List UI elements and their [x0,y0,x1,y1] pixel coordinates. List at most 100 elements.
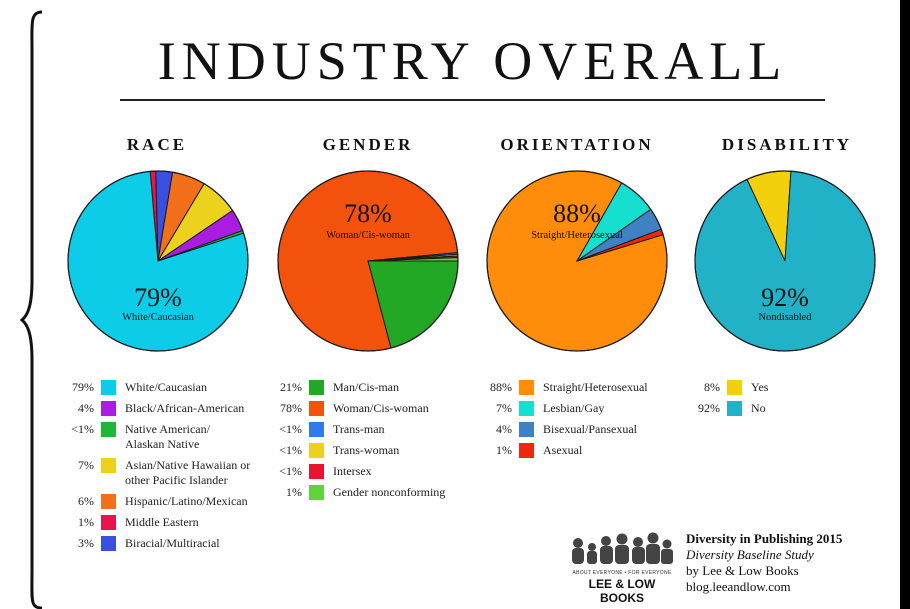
disability-pie-chart: 92%Nondisabled [694,170,876,352]
disability-legend-item: 92% No [686,401,768,416]
disability-legend: 8% Yes 92% No [686,380,768,422]
legend-label: Black/African-American [125,401,245,415]
legend-percent: 92% [698,401,720,415]
legend-swatch [519,380,534,395]
gender-legend-item: 78% Woman/Cis-woman [268,401,445,416]
credit-block: Diversity in Publishing 2015 Diversity B… [686,531,842,595]
legend-label: Biracial/Multiracial [125,536,220,550]
legend-swatch [309,380,324,395]
race-legend-item: 4% Black/African-American [60,401,250,416]
legend-label: White/Caucasian [125,380,207,394]
orientation-pie-outline [486,170,668,352]
race-legend-item: 79% White/Caucasian [60,380,250,395]
gender-pie-outline [277,170,459,352]
race-center-label: White/Caucasian [122,312,194,323]
gender-chart-title: GENDER [322,135,414,154]
credit-title: Diversity in Publishing 2015 [686,531,843,546]
legend-percent: 1% [78,515,94,529]
disability-pie-outline [694,170,876,352]
disability-center-percent: 92% [761,283,809,312]
legend-label: Yes [751,380,769,394]
gender-legend-item: 1% Gender nonconforming [268,485,445,500]
legend-percent: 79% [72,380,94,394]
gender-legend-item: 21% Man/Cis-man [268,380,445,395]
orientation-legend-item: 1% Asexual [478,443,648,458]
legend-percent: 8% [704,380,720,394]
disability-center-label: Nondisabled [758,312,812,323]
legend-label: Asexual [543,443,583,457]
legend-label: Middle Eastern [125,515,199,529]
logo-tagline: ABOUT EVERYONE • FOR EVERYONE [572,570,672,576]
legend-label: Asian/Native Hawaiian or other Pacific I… [125,458,251,487]
orientation-chart-title: ORIENTATION [500,135,654,154]
curly-brace [20,10,43,609]
legend-percent: 1% [286,485,302,499]
legend-label: Woman/Cis-woman [333,401,429,415]
race-center-percent: 79% [134,283,182,312]
legend-percent: 88% [490,380,512,394]
legend-swatch [309,443,324,458]
race-pie-chart: 79%White/Caucasian [67,170,249,352]
credit-author: by Lee & Low Books [686,563,799,578]
gender-legend: 21% Man/Cis-man 78% Woman/Cis-woman <1% Trans… [268,380,445,506]
gender-legend-item: <1% Intersex [268,464,445,479]
legend-percent: 7% [78,458,94,472]
legend-percent: 4% [78,401,94,415]
logo-name: LEE & LOW BOOKS [588,577,656,605]
legend-swatch [101,515,116,530]
legend-percent: 78% [280,401,302,415]
lee-and-low-logo: ABOUT EVERYONE • FOR EVERYONE LEE & LOW … [568,529,676,605]
legend-label: Man/Cis-man [333,380,399,394]
orientation-legend-item: 7% Lesbian/Gay [478,401,648,416]
legend-swatch [309,422,324,437]
orientation-center-label: Straight/Heterosexual [531,230,623,241]
disability-legend-item: 8% Yes [686,380,768,395]
legend-label: Straight/Heterosexual [543,380,648,394]
legend-swatch [101,401,116,416]
legend-swatch [309,401,324,416]
legend-swatch [519,443,534,458]
gender-center-percent: 78% [344,199,392,228]
legend-percent: 4% [496,422,512,436]
legend-label: Trans-man [333,422,385,436]
legend-swatch [101,422,116,437]
legend-label: No [751,401,766,415]
legend-swatch [519,401,534,416]
orientation-legend-item: 4% Bisexual/Pansexual [478,422,648,437]
race-chart-title: RACE [126,135,188,154]
legend-swatch [101,494,116,509]
legend-label: Gender nonconforming [333,485,446,499]
gender-legend-item: <1% Trans-man [268,422,445,437]
race-legend-item: 7% Asian/Native Hawaiian or other Pacific… [60,458,250,488]
disability-chart-title: DISABILITY [721,135,853,154]
legend-percent: 21% [280,380,302,394]
legend-swatch [519,422,534,437]
race-legend-item: 3% Biracial/Multiracial [60,536,250,551]
race-pie-outline [67,170,249,352]
silhouettes-icon [572,532,673,564]
orientation-pie-chart: 88% Straight/Heterosexual [486,170,668,352]
orientation-legend-item: 88% Straight/Heterosexual [478,380,648,395]
legend-swatch [309,485,324,500]
legend-percent: <1% [71,422,94,436]
legend-percent: 1% [496,443,512,457]
legend-label: Intersex [333,464,372,478]
gender-center-label: Woman/Cis-woman [326,230,410,241]
legend-swatch [727,380,742,395]
credit-subtitle: Diversity Baseline Study [686,547,814,562]
race-legend-item: 1% Middle Eastern [60,515,250,530]
legend-percent: <1% [279,464,302,478]
legend-percent: 7% [496,401,512,415]
race-legend: 79% White/Caucasian 4% Black/African-Americ… [60,380,250,557]
orientation-center-percent: 88% [553,199,601,228]
legend-label: Lesbian/Gay [543,401,605,415]
legend-label: Native American/ Alaskan Native [125,422,210,451]
gender-pie-chart: 78% Woman/Cis-woman [277,170,459,352]
legend-percent: <1% [279,422,302,436]
orientation-legend: 88% Straight/Heterosexual 7% Lesbian/Gay 4% B… [478,380,648,464]
legend-swatch [101,458,116,473]
legend-swatch [101,380,116,395]
legend-label: Hispanic/Latino/Mexican [125,494,248,508]
page-title: INDUSTRY OVERALL [157,31,788,91]
